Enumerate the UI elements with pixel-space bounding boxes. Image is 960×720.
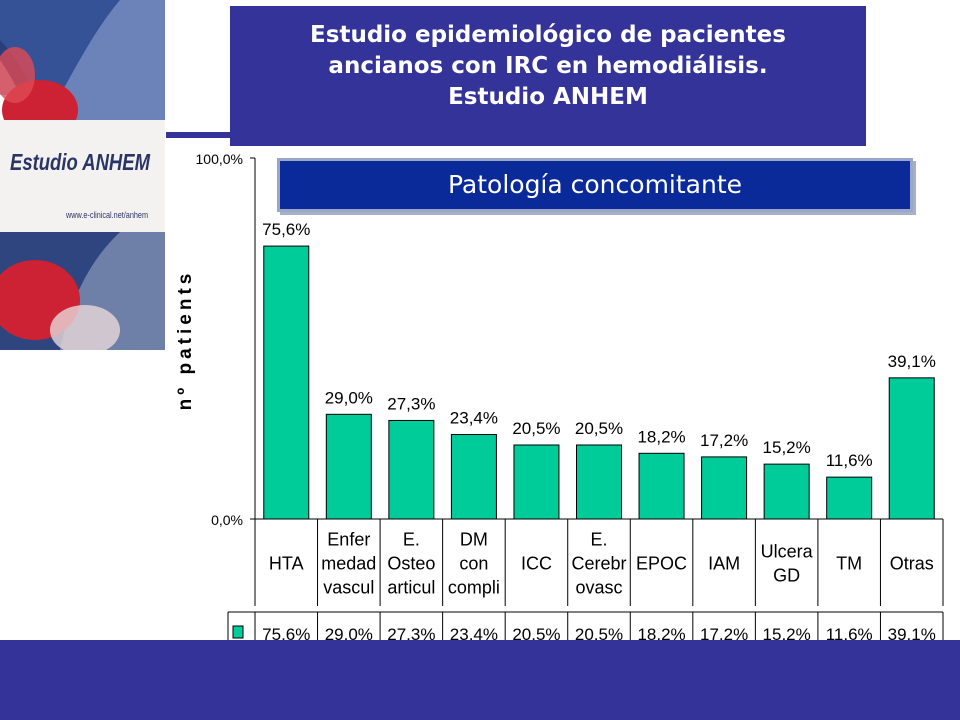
- category-label: E.: [590, 530, 607, 550]
- chart-title: Patología concomitante: [447, 170, 743, 199]
- data-table-value: 11,6%: [826, 625, 873, 644]
- data-label: 75,6%: [262, 220, 310, 239]
- title-line-3: Estudio ANHEM: [448, 84, 648, 110]
- category-label: HTA: [269, 554, 304, 574]
- data-table-value: 15,2%: [763, 625, 811, 644]
- data-table-value: 20,5%: [575, 625, 623, 644]
- bar: [263, 245, 310, 520]
- category-label: IAM: [708, 554, 740, 574]
- data-label: 11,6%: [826, 451, 873, 470]
- data-label: 23,4%: [450, 409, 498, 428]
- category-label: E.: [403, 530, 420, 550]
- category-label: ICC: [521, 554, 552, 574]
- data-label: 20,5%: [575, 419, 623, 438]
- category-label: Ulcera: [761, 542, 814, 562]
- category-label: medad: [321, 554, 376, 574]
- bar: [450, 434, 497, 520]
- data-label: 39,1%: [888, 352, 936, 371]
- data-label: 18,2%: [637, 427, 685, 446]
- title-line-2: ancianos con IRC en hemodiálisis.: [328, 53, 768, 79]
- data-table-value: 75,6%: [262, 625, 310, 644]
- category-label: EPOC: [636, 554, 687, 574]
- category-label: articul: [387, 578, 435, 598]
- data-table-value: 23,4%: [450, 625, 498, 644]
- header-accent-line: [166, 132, 230, 138]
- footer-band: [0, 640, 960, 720]
- data-table-value: 27,3%: [387, 625, 435, 644]
- data-table-value: 17,2%: [700, 625, 748, 644]
- anhem-logo: Estudio ANHEM www.e-clinical.net/anhem: [0, 0, 165, 350]
- bar: [763, 463, 810, 520]
- category-label: con: [459, 554, 488, 574]
- logo-text: Estudio ANHEM: [10, 149, 151, 175]
- category-label: Enfer: [327, 530, 370, 550]
- bar: [576, 444, 622, 520]
- category-label: ovasc: [575, 578, 622, 598]
- title-line-1: Estudio epidemiológico de pacientes: [310, 22, 786, 48]
- category-label: vascul: [323, 578, 374, 598]
- category-label: DM: [460, 530, 488, 550]
- bar: [638, 452, 685, 520]
- category-label: Cerebr: [571, 554, 626, 574]
- y-tick-label: 100,0%: [196, 151, 243, 167]
- logo-panel: Estudio ANHEM www.e-clinical.net/anhem: [0, 0, 165, 350]
- data-label: 29,0%: [325, 388, 373, 407]
- data-label: 15,2%: [763, 438, 811, 457]
- bar: [888, 377, 935, 520]
- bar: [826, 476, 873, 520]
- data-table-value: 29,0%: [325, 625, 373, 644]
- category-label: compli: [448, 578, 500, 598]
- slide-title: Estudio epidemiológico de pacientes anci…: [230, 6, 866, 146]
- bar: [701, 456, 748, 520]
- y-tick-label: 0,0%: [211, 512, 243, 528]
- bar: [388, 419, 435, 520]
- bar: [325, 413, 372, 520]
- category-label: Osteo: [387, 554, 435, 574]
- legend-swatch: [232, 625, 244, 639]
- bar: [513, 444, 560, 520]
- category-label: GD: [773, 566, 800, 586]
- data-table-value: 39,1%: [888, 625, 936, 644]
- chart-title-box: Patología concomitante: [277, 158, 913, 212]
- y-axis-label: nº patients: [175, 270, 196, 411]
- logo-url: www.e-clinical.net/anhem: [65, 210, 148, 220]
- data-label: 20,5%: [512, 419, 560, 438]
- data-table-value: 20,5%: [512, 625, 560, 644]
- data-label: 17,2%: [700, 431, 748, 450]
- category-label: TM: [836, 554, 862, 574]
- category-label: Otras: [890, 554, 934, 574]
- data-label: 27,3%: [387, 394, 435, 413]
- data-table-value: 18,2%: [637, 625, 685, 644]
